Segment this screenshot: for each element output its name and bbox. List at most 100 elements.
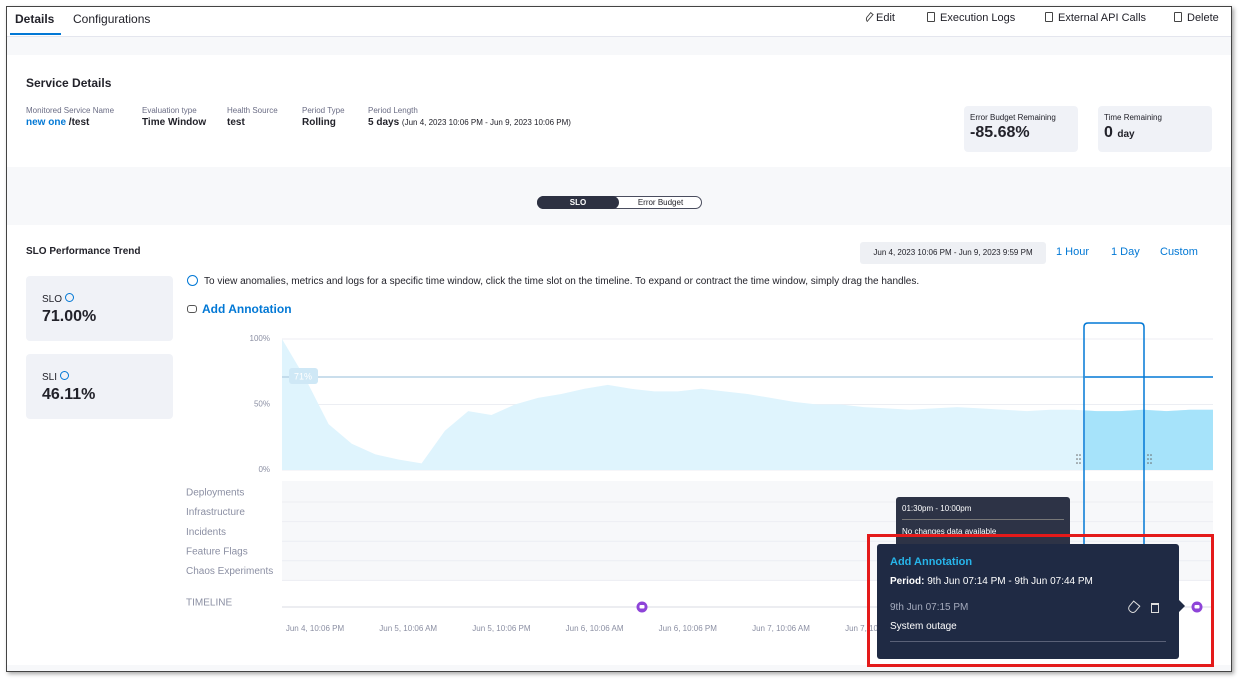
annotation-marker-icon	[1194, 605, 1200, 609]
drag-handle-dot	[1147, 458, 1149, 460]
stat-card	[1098, 106, 1212, 152]
stat-label: Error Budget Remaining	[970, 113, 1056, 122]
x-tick-label: Jun 6, 10:06 AM	[566, 624, 624, 633]
x-tick-label: Jun 4, 10:06 PM	[286, 624, 345, 633]
stat-number: 0	[1104, 124, 1113, 141]
action-label: Edit	[876, 12, 895, 24]
field-value-text: /test	[68, 117, 90, 128]
annotation-time: 9th Jun 07:15 PM	[890, 602, 969, 613]
period-value: 9th Jun 07:14 PM - 9th Jun 07:44 PM	[927, 576, 1093, 587]
stat-label: Time Remaining	[1104, 113, 1162, 122]
drag-handle-dot	[1150, 454, 1152, 456]
lane-label: Chaos Experiments	[186, 566, 273, 577]
metric-label: SLO	[42, 293, 75, 305]
metric-value: 46.11%	[42, 386, 96, 403]
drag-handle-dot	[1076, 454, 1078, 456]
edit-icon[interactable]	[1126, 600, 1141, 615]
y-tick-label: 0%	[258, 465, 270, 474]
field-label: Health Source	[227, 106, 278, 115]
range-button[interactable]: 1 Day	[1111, 246, 1140, 258]
metric-card	[26, 276, 173, 341]
x-tick-label: Jun 7, 10:06 AM	[752, 624, 810, 633]
date-range[interactable]: Jun 4, 2023 10:06 PM - Jun 9, 2023 9:59 …	[860, 242, 1046, 264]
metric-label-text: SLI	[42, 372, 58, 383]
toggle-option[interactable]: Error Budget	[637, 198, 684, 207]
app-window: Details Configurations Edit Execution Lo…	[6, 6, 1232, 672]
highlight-box	[867, 534, 1214, 667]
annotation-popup: Add Annotation Period: 9th Jun 07:14 PM …	[877, 544, 1179, 659]
popup-title[interactable]: Add Annotation	[890, 556, 973, 568]
action-button[interactable]: External API Calls	[1045, 12, 1146, 24]
field-value: Time Window	[142, 117, 207, 128]
lane-label: Feature Flags	[186, 546, 248, 557]
field-value: new one /test	[26, 117, 89, 128]
metric-label: SLI	[42, 371, 70, 383]
field-label: Period Length	[368, 106, 418, 115]
drag-handle-dot	[1079, 458, 1081, 460]
annotation-marker-icon	[639, 605, 645, 609]
field-value-text: 5 days	[368, 117, 400, 128]
action-label: Delete	[1187, 12, 1219, 24]
metric-label-text: SLO	[42, 294, 63, 305]
field-label: Evaluation type	[142, 106, 197, 115]
stat-card	[964, 106, 1078, 152]
field-detail: (Jun 4, 2023 10:06 PM - Jun 9, 2023 10:0…	[401, 118, 571, 127]
field-label: Period Type	[302, 106, 345, 115]
toggle-option[interactable]: SLO	[537, 196, 619, 209]
metric-card	[26, 354, 173, 419]
field-value: test	[227, 117, 245, 128]
tab-underline	[10, 33, 61, 35]
selected-area	[1085, 409, 1213, 470]
field-label: Monitored Service Name	[26, 106, 115, 115]
x-tick-label: Jun 5, 10:06 AM	[379, 624, 437, 633]
drag-handle-dot	[1079, 454, 1081, 456]
add-annotation-link[interactable]: Add Annotation	[187, 302, 292, 316]
range-button[interactable]: Custom	[1160, 246, 1198, 258]
drag-handle-dot	[1147, 454, 1149, 456]
action-button[interactable]: Edit	[864, 11, 895, 24]
drag-handle-dot	[1147, 462, 1149, 464]
x-tick-label: Jun 7, 10:06 PM	[845, 624, 904, 633]
drag-handle-dot	[1076, 458, 1078, 460]
drag-handle-dot	[1150, 458, 1152, 460]
delete-icon[interactable]	[1151, 603, 1159, 613]
selection-window	[1083, 322, 1145, 597]
target-badge	[289, 367, 318, 384]
stat-value: -85.68%	[970, 124, 1030, 141]
action-label: Execution Logs	[940, 12, 1016, 24]
info-text: To view anomalies, metrics and logs for …	[187, 275, 919, 287]
sli-area	[282, 339, 1213, 470]
tooltip: 01:30pm - 10:00pm No changes data availa…	[896, 497, 1070, 547]
tab[interactable]: Details	[15, 12, 55, 26]
section-title: Service Details	[26, 76, 112, 90]
action-button[interactable]: Execution Logs	[927, 12, 1015, 24]
y-tick-label: 100%	[250, 334, 270, 343]
section-title: SLO Performance Trend	[26, 246, 141, 257]
tab[interactable]: Configurations	[73, 12, 151, 26]
y-tick-label: 50%	[254, 400, 270, 409]
range-button[interactable]: 1 Hour	[1056, 246, 1090, 258]
annotation-text: System outage	[890, 621, 957, 632]
drag-handle-dot	[1076, 462, 1078, 464]
lane-label: TIMELINE	[186, 598, 232, 609]
target-label: 71%	[294, 371, 312, 381]
stat-unit: day	[1117, 129, 1135, 140]
field-value: Rolling	[302, 117, 336, 128]
info-text-content: To view anomalies, metrics and logs for …	[204, 276, 920, 287]
top-nav	[7, 7, 1231, 37]
action-label: External API Calls	[1058, 12, 1147, 24]
tooltip-text: No changes data available	[902, 527, 997, 536]
action-button[interactable]: Delete	[1174, 12, 1219, 24]
popup-period: Period: 9th Jun 07:14 PM - 9th Jun 07:44…	[890, 576, 1093, 587]
lane-label: Incidents	[186, 527, 226, 538]
divider	[902, 519, 1064, 520]
popup-pointer	[1179, 600, 1191, 612]
lane-label: Infrastructure	[186, 507, 245, 518]
x-tick-label: Jun 5, 10:06 PM	[472, 624, 531, 633]
metric-value: 71.00%	[42, 308, 97, 325]
x-tick-label: Jun 6, 10:06 PM	[659, 624, 718, 633]
divider	[890, 641, 1166, 642]
drag-handle-dot	[1079, 462, 1081, 464]
tooltip-title: 01:30pm - 10:00pm	[902, 504, 972, 513]
service-link[interactable]: new one	[26, 117, 67, 128]
